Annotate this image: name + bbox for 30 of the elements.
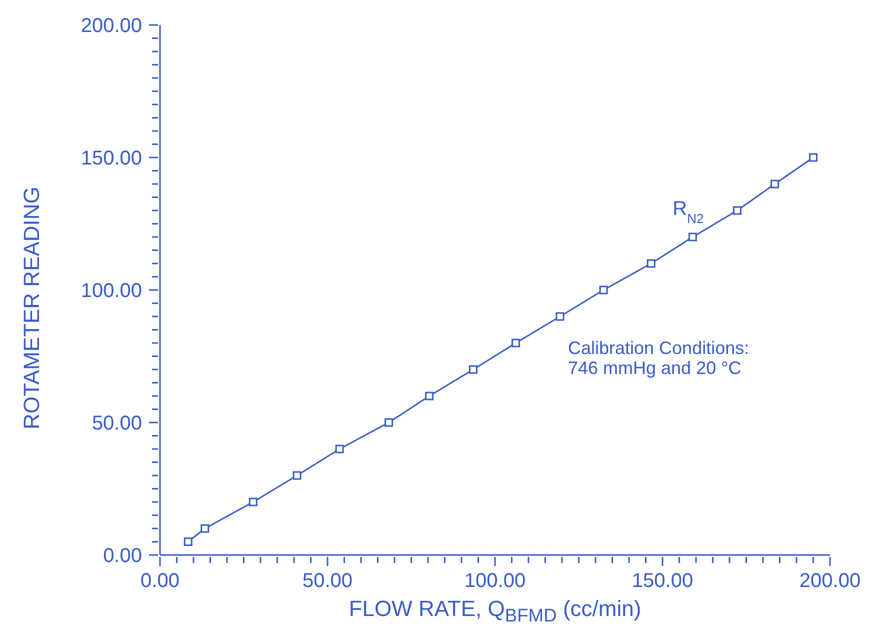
x-tick-label: 100.00: [464, 570, 526, 592]
x-tick-label: 150.00: [632, 570, 694, 592]
point: [425, 392, 434, 400]
point: [556, 312, 564, 321]
series-label: R$_{N2}$: [672, 198, 704, 226]
y-tick-label: 50.00: [92, 412, 142, 434]
point: [599, 286, 608, 294]
y-axis-title: ROTAMETER READING: [19, 186, 45, 430]
x-tick-label: 0.00: [140, 570, 180, 592]
point: [248, 498, 258, 506]
y-tick-label: 150.00: [80, 148, 142, 170]
point: [512, 338, 520, 348]
x-tick-label: 50.00: [302, 570, 353, 592]
point: [468, 365, 478, 374]
annotation: Calibration Conditions: 746 mmHg and 20 °C: [568, 338, 750, 378]
y-tick-label: 100.00: [80, 280, 142, 302]
point: [184, 538, 192, 546]
point: [200, 524, 210, 533]
point: [335, 444, 344, 454]
point: [770, 180, 779, 188]
point: [292, 471, 302, 480]
point: [809, 153, 818, 162]
point: [384, 418, 394, 427]
point: [646, 259, 656, 268]
point: [688, 232, 697, 242]
y-tick-label: 0.00: [103, 545, 142, 567]
y-tick-label: 200.00: [80, 15, 142, 37]
x-axis-title: FLOW RATE, Q$_{BFMD}$ (cc/min): [348, 596, 642, 626]
x-tick-label: 200.00: [799, 570, 861, 592]
point: [732, 206, 742, 215]
